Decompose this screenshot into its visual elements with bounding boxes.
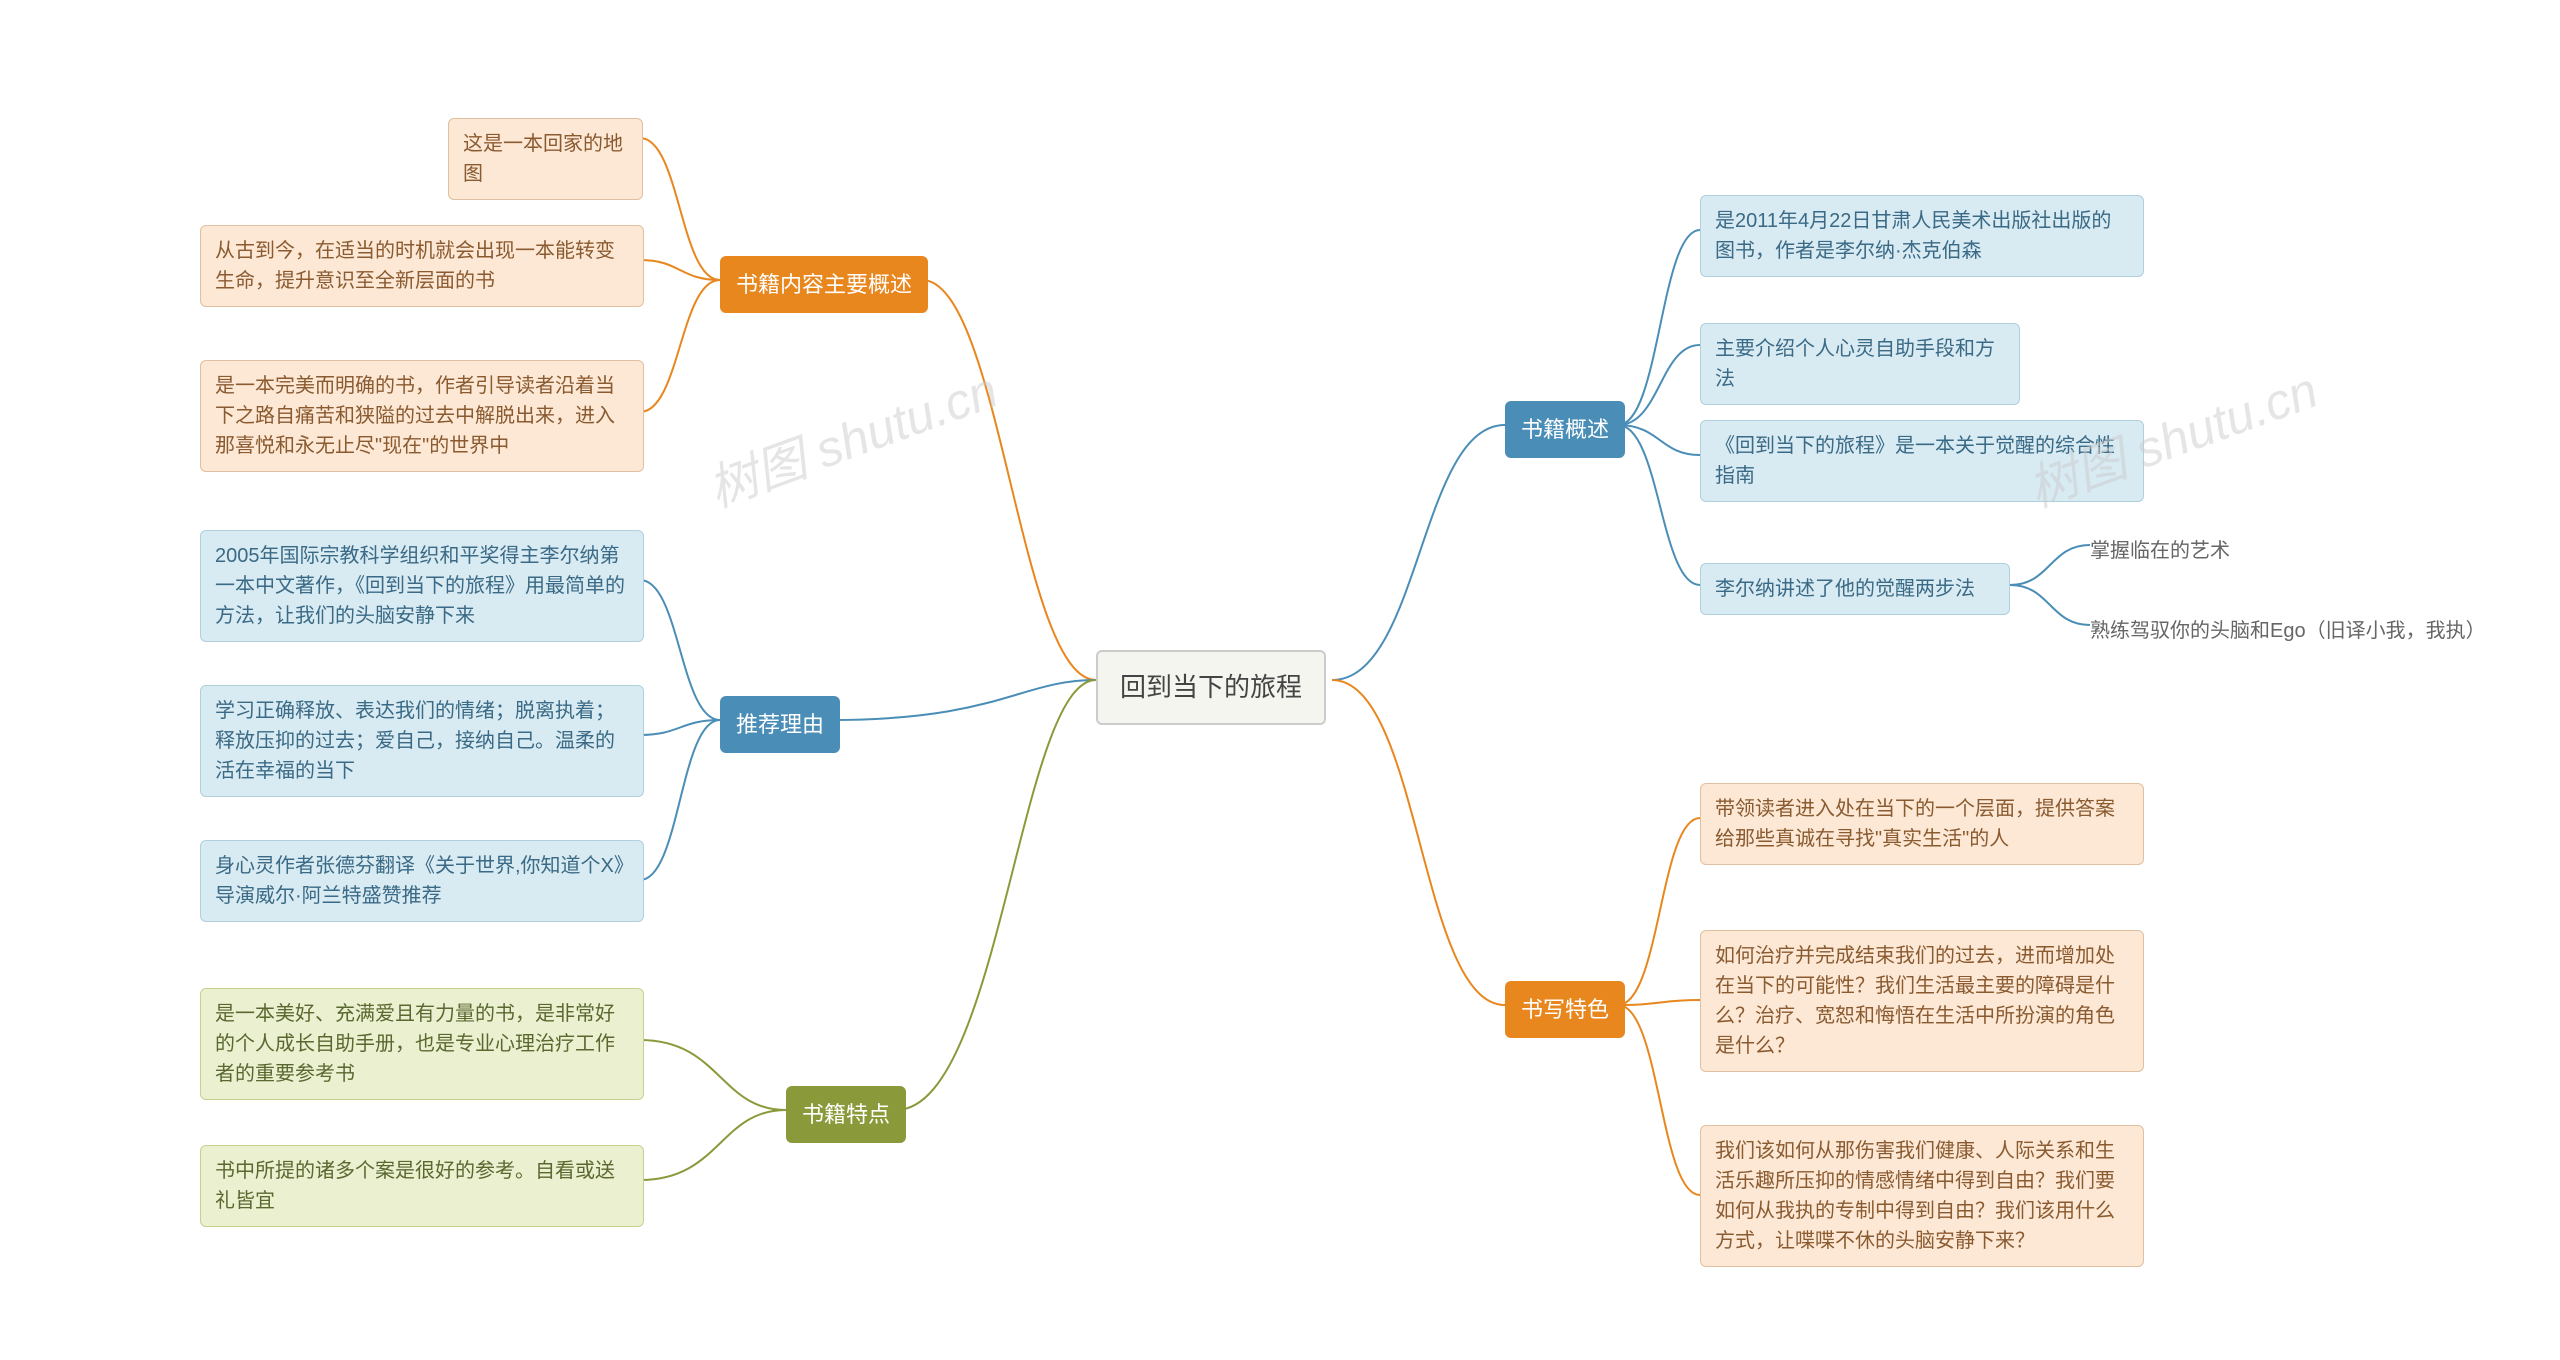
- leaf-node[interactable]: 这是一本回家的地图: [448, 118, 643, 200]
- leaf-text: 主要介绍个人心灵自助手段和方法: [1715, 334, 2005, 394]
- branch-overview[interactable]: 书籍概述: [1505, 401, 1625, 458]
- leaf-text: 如何治疗并完成结束我们的过去，进而增加处在当下的可能性？我们生活最主要的障碍是什…: [1715, 941, 2129, 1061]
- leaf-node[interactable]: 熟练驾驭你的头脑和Ego（旧译小我，我执）: [2090, 610, 2486, 652]
- leaf-text: 书中所提的诸多个案是很好的参考。自看或送礼皆宜: [215, 1156, 629, 1216]
- root-label: 回到当下的旅程: [1120, 668, 1302, 707]
- mindmap-canvas: 回到当下的旅程 书籍内容主要概述 这是一本回家的地图 从古到今，在适当的时机就会…: [0, 0, 2560, 1360]
- leaf-node[interactable]: 我们该如何从那伤害我们健康、人际关系和生活乐趣所压抑的情感情绪中得到自由？我们要…: [1700, 1125, 2144, 1267]
- leaf-node[interactable]: 书中所提的诸多个案是很好的参考。自看或送礼皆宜: [200, 1145, 644, 1227]
- leaf-text: 这是一本回家的地图: [463, 129, 628, 189]
- leaf-node[interactable]: 学习正确释放、表达我们的情绪；脱离执着；释放压抑的过去；爱自己，接纳自己。温柔的…: [200, 685, 644, 797]
- leaf-node[interactable]: 掌握临在的艺术: [2090, 530, 2230, 572]
- branch-recommendation[interactable]: 推荐理由: [720, 696, 840, 753]
- leaf-node[interactable]: 身心灵作者张德芬翻译《关于世界,你知道个X》导演威尔·阿兰特盛赞推荐: [200, 840, 644, 922]
- leaf-node[interactable]: 主要介绍个人心灵自助手段和方法: [1700, 323, 2020, 405]
- leaf-node[interactable]: 是2011年4月22日甘肃人民美术出版社出版的图书，作者是李尔纳·杰克伯森: [1700, 195, 2144, 277]
- leaf-text: 带领读者进入处在当下的一个层面，提供答案给那些真诚在寻找"真实生活"的人: [1715, 794, 2129, 854]
- watermark: 树图 shutu.cn: [697, 350, 1006, 521]
- leaf-node[interactable]: 是一本完美而明确的书，作者引导读者沿着当下之路自痛苦和狭隘的过去中解脱出来，进入…: [200, 360, 644, 472]
- leaf-node[interactable]: 《回到当下的旅程》是一本关于觉醒的综合性指南: [1700, 420, 2144, 502]
- leaf-text: 掌握临在的艺术: [2090, 536, 2230, 566]
- leaf-text: 2005年国际宗教科学组织和平奖得主李尔纳第一本中文著作，《回到当下的旅程》用最…: [215, 541, 629, 631]
- leaf-text: 是2011年4月22日甘肃人民美术出版社出版的图书，作者是李尔纳·杰克伯森: [1715, 206, 2129, 266]
- leaf-node[interactable]: 李尔纳讲述了他的觉醒两步法: [1700, 563, 2010, 615]
- leaf-text: 我们该如何从那伤害我们健康、人际关系和生活乐趣所压抑的情感情绪中得到自由？我们要…: [1715, 1136, 2129, 1256]
- branch-writing-features[interactable]: 书写特色: [1505, 981, 1625, 1038]
- branch-label: 书籍内容主要概述: [736, 268, 912, 301]
- branch-content-summary[interactable]: 书籍内容主要概述: [720, 256, 928, 313]
- root-node[interactable]: 回到当下的旅程: [1096, 650, 1326, 725]
- leaf-node[interactable]: 2005年国际宗教科学组织和平奖得主李尔纳第一本中文著作，《回到当下的旅程》用最…: [200, 530, 644, 642]
- leaf-node[interactable]: 从古到今，在适当的时机就会出现一本能转变生命，提升意识至全新层面的书: [200, 225, 644, 307]
- leaf-text: 从古到今，在适当的时机就会出现一本能转变生命，提升意识至全新层面的书: [215, 236, 629, 296]
- branch-features[interactable]: 书籍特点: [786, 1086, 906, 1143]
- leaf-text: 是一本完美而明确的书，作者引导读者沿着当下之路自痛苦和狭隘的过去中解脱出来，进入…: [215, 371, 629, 461]
- leaf-text: 是一本美好、充满爱且有力量的书，是非常好的个人成长自助手册，也是专业心理治疗工作…: [215, 999, 629, 1089]
- leaf-node[interactable]: 是一本美好、充满爱且有力量的书，是非常好的个人成长自助手册，也是专业心理治疗工作…: [200, 988, 644, 1100]
- leaf-text: 学习正确释放、表达我们的情绪；脱离执着；释放压抑的过去；爱自己，接纳自己。温柔的…: [215, 696, 629, 786]
- branch-label: 书写特色: [1521, 993, 1609, 1026]
- leaf-text: 熟练驾驭你的头脑和Ego（旧译小我，我执）: [2090, 616, 2486, 646]
- branch-label: 书籍特点: [802, 1098, 890, 1131]
- leaf-text: 《回到当下的旅程》是一本关于觉醒的综合性指南: [1715, 431, 2129, 491]
- branch-label: 书籍概述: [1521, 413, 1609, 446]
- leaf-text: 李尔纳讲述了他的觉醒两步法: [1715, 574, 1975, 604]
- leaf-node[interactable]: 带领读者进入处在当下的一个层面，提供答案给那些真诚在寻找"真实生活"的人: [1700, 783, 2144, 865]
- leaf-text: 身心灵作者张德芬翻译《关于世界,你知道个X》导演威尔·阿兰特盛赞推荐: [215, 851, 629, 911]
- watermark-text: 树图 shutu.cn: [701, 362, 1005, 518]
- branch-label: 推荐理由: [736, 708, 824, 741]
- leaf-node[interactable]: 如何治疗并完成结束我们的过去，进而增加处在当下的可能性？我们生活最主要的障碍是什…: [1700, 930, 2144, 1072]
